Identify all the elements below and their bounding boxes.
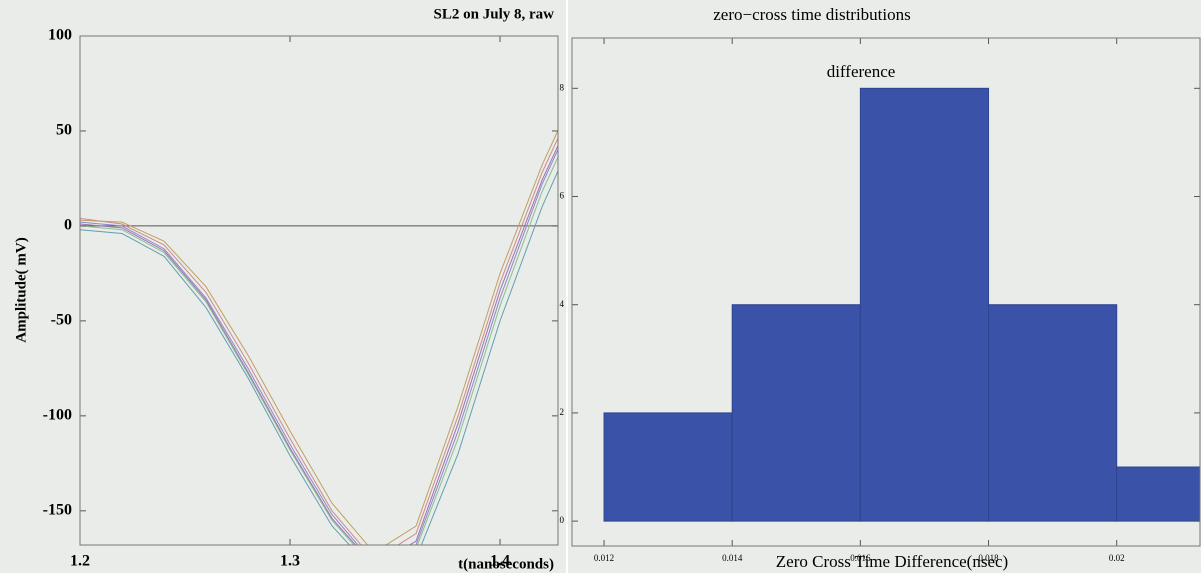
y-tick-label: -50: [51, 312, 72, 329]
x-tick-label: 1.3: [280, 553, 300, 570]
y-tick-label: 0: [560, 515, 565, 525]
y-tick-label: -150: [43, 501, 72, 518]
x-tick-label: 0.016: [850, 553, 871, 563]
bar: [1116, 466, 1200, 522]
annotation: difference: [827, 62, 896, 81]
y-tick-label: 2: [560, 407, 565, 417]
trace: [80, 129, 558, 545]
panel: [0, 0, 566, 573]
y-tick-label: 0: [64, 217, 72, 234]
trace: [80, 136, 558, 545]
x-tick-label: 0.014: [722, 553, 743, 563]
y-tick-label: 8: [560, 82, 565, 92]
y-axis-label: Amplitude( mV): [13, 237, 29, 342]
x-tick-label: 0.012: [594, 553, 614, 563]
x-tick-label: 1.4: [490, 553, 510, 570]
y-tick-label: 6: [560, 191, 565, 201]
trace: [80, 155, 558, 545]
y-tick-label: 4: [560, 299, 565, 309]
trace: [80, 144, 558, 545]
bar: [731, 304, 861, 522]
plot: [603, 87, 1200, 522]
y-tick-label: 50: [56, 122, 72, 139]
x-tick-label: 1.2: [70, 553, 90, 570]
bar: [603, 412, 733, 522]
bar: [988, 304, 1118, 522]
x-axis-label: Zero Cross Time Difference(nsec): [776, 552, 1008, 571]
trace: [80, 148, 558, 545]
y-tick-label: 100: [48, 27, 72, 44]
x-tick-label: 0.018: [978, 553, 999, 563]
x-axis-label: t(nanoseconds): [458, 556, 554, 572]
y-tick-label: -100: [43, 407, 72, 424]
chart-title: SL2 on July 8, raw: [434, 6, 555, 22]
plot-frame: [79, 35, 559, 546]
bar: [859, 87, 990, 522]
trace: [80, 169, 558, 545]
plot: [80, 129, 558, 545]
x-tick-label: 0.02: [1109, 553, 1125, 563]
chart-title: zero−cross time distributions: [713, 5, 911, 24]
plot-frame: [571, 37, 1201, 547]
